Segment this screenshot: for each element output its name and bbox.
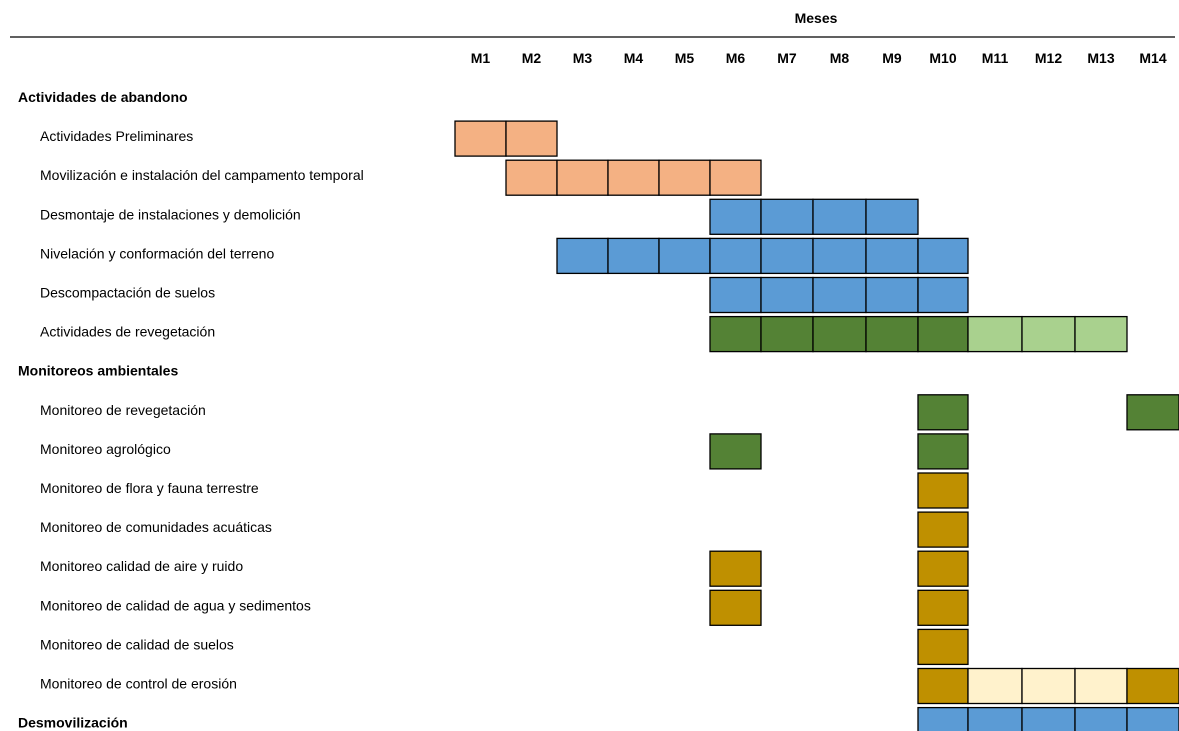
month-label-m5: M5 bbox=[675, 50, 695, 66]
month-label-m1: M1 bbox=[471, 50, 491, 66]
schedule-cell-m7 bbox=[760, 276, 814, 314]
schedule-cell-m5 bbox=[658, 159, 711, 196]
month-label-m4: M4 bbox=[624, 50, 644, 66]
section-label: Monitoreos ambientales bbox=[18, 363, 178, 379]
schedule-cell-m10 bbox=[917, 589, 969, 626]
schedule-cell-m10 bbox=[917, 237, 969, 275]
schedule-cell-m9 bbox=[865, 315, 919, 353]
schedule-cell-m11 bbox=[967, 315, 1023, 353]
month-label-m8: M8 bbox=[830, 50, 850, 66]
schedule-cell-m6 bbox=[709, 315, 762, 353]
schedule-cell-m12 bbox=[1021, 667, 1076, 705]
schedule-cell-m14 bbox=[1126, 394, 1179, 431]
schedule-cell-m3 bbox=[556, 237, 609, 275]
schedule-cell-m14 bbox=[1126, 667, 1179, 705]
schedule-cell-m2 bbox=[505, 120, 558, 157]
schedule-cell-m6 bbox=[709, 550, 762, 587]
schedule-cells bbox=[454, 120, 1179, 731]
schedule-cell-m11 bbox=[967, 667, 1023, 705]
schedule-cell-m12 bbox=[1021, 315, 1076, 353]
schedule-cell-m1 bbox=[454, 120, 507, 157]
schedule-cell-m13 bbox=[1074, 667, 1128, 705]
section-label: Desmovilización bbox=[18, 715, 128, 731]
activity-label: Monitoreo de revegetación bbox=[40, 402, 206, 418]
month-label-m10: M10 bbox=[929, 50, 956, 66]
activity-label: Actividades Preliminares bbox=[40, 128, 193, 144]
schedule-cell-m10 bbox=[917, 706, 969, 731]
schedule-cell-m10 bbox=[917, 472, 969, 509]
schedule-cell-m9 bbox=[865, 198, 919, 235]
activity-label: Desmontaje de instalaciones y demolición bbox=[40, 206, 301, 222]
schedule-cell-m10 bbox=[917, 394, 969, 431]
schedule-cell-m4 bbox=[607, 237, 660, 275]
activity-label: Monitoreo de control de erosión bbox=[40, 676, 237, 692]
schedule-cell-m14 bbox=[1126, 706, 1179, 731]
schedule-cell-m13 bbox=[1074, 706, 1128, 731]
schedule-cell-m9 bbox=[865, 237, 919, 275]
activity-label: Monitoreo agrológico bbox=[40, 441, 171, 457]
activity-label: Monitoreo de comunidades acuáticas bbox=[40, 519, 272, 535]
schedule-cell-m11 bbox=[967, 706, 1023, 731]
month-label-m12: M12 bbox=[1035, 50, 1062, 66]
schedule-cell-m10 bbox=[917, 315, 969, 353]
schedule-cell-m8 bbox=[812, 276, 867, 314]
section-label: Actividades de abandono bbox=[18, 89, 188, 105]
schedule-cell-m6 bbox=[709, 433, 762, 470]
schedule-cell-m10 bbox=[917, 550, 969, 587]
activity-label: Movilización e instalación del campament… bbox=[40, 167, 364, 183]
schedule-cell-m7 bbox=[760, 315, 814, 353]
month-label-m11: M11 bbox=[982, 50, 1009, 66]
activity-labels: Actividades de abandono Actividades Preli… bbox=[18, 89, 364, 731]
activity-label: Descompactación de suelos bbox=[40, 285, 215, 301]
activity-label: Monitoreo de calidad de agua y sedimento… bbox=[40, 597, 311, 613]
month-header-row: M1 M2 M3 M4 M5 M6 M7 M8 M9 M10 M11 M12 M13 M14 bbox=[471, 50, 1167, 66]
month-label-m13: M13 bbox=[1087, 50, 1114, 66]
schedule-cell-m9 bbox=[865, 276, 919, 314]
schedule-cell-m6 bbox=[709, 198, 762, 235]
schedule-cell-m8 bbox=[812, 198, 867, 235]
schedule-cell-m13 bbox=[1074, 315, 1128, 353]
schedule-cell-m10 bbox=[917, 628, 969, 666]
schedule-cell-m2 bbox=[505, 159, 558, 196]
activity-label: Nivelación y conformación del terreno bbox=[40, 245, 274, 261]
months-group-header: Meses bbox=[795, 10, 838, 26]
schedule-cell-m6 bbox=[709, 237, 762, 275]
month-label-m9: M9 bbox=[882, 50, 902, 66]
schedule-cell-m10 bbox=[917, 511, 969, 548]
schedule-cell-m6 bbox=[709, 589, 762, 626]
schedule-cell-m10 bbox=[917, 276, 969, 314]
schedule-cell-m6 bbox=[709, 159, 762, 196]
schedule-cell-m8 bbox=[812, 315, 867, 353]
schedule-cell-m7 bbox=[760, 237, 814, 275]
schedule-cell-m6 bbox=[709, 276, 762, 314]
schedule-cell-m5 bbox=[658, 237, 711, 275]
activity-label: Monitoreo de flora y fauna terrestre bbox=[40, 480, 259, 496]
month-label-m3: M3 bbox=[573, 50, 593, 66]
month-label-m6: M6 bbox=[726, 50, 746, 66]
schedule-cell-m7 bbox=[760, 198, 814, 235]
schedule-cell-m10 bbox=[917, 433, 969, 470]
schedule-cell-m3 bbox=[556, 159, 609, 196]
month-label-m2: M2 bbox=[522, 50, 542, 66]
activity-label: Actividades de revegetación bbox=[40, 324, 215, 340]
schedule-cell-m10 bbox=[917, 667, 969, 705]
month-label-m7: M7 bbox=[777, 50, 797, 66]
schedule-cell-m8 bbox=[812, 237, 867, 275]
month-label-m14: M14 bbox=[1139, 50, 1166, 66]
activity-label: Monitoreo de calidad de suelos bbox=[40, 636, 234, 652]
schedule-cell-m4 bbox=[607, 159, 660, 196]
activity-label: Monitoreo calidad de aire y ruido bbox=[40, 558, 243, 574]
schedule-cell-m12 bbox=[1021, 706, 1076, 731]
